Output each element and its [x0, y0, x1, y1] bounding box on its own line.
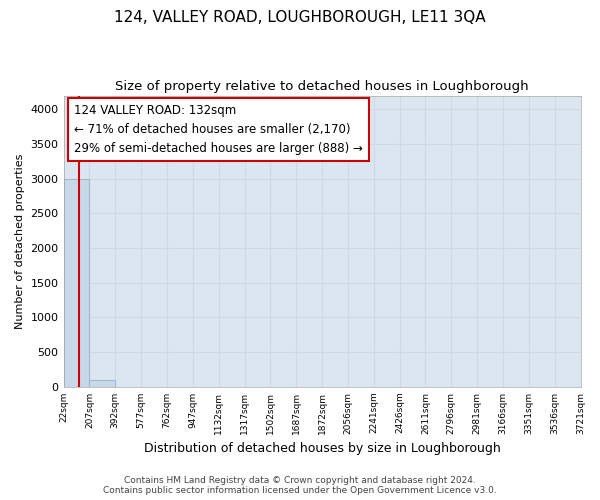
Text: Contains HM Land Registry data © Crown copyright and database right 2024.
Contai: Contains HM Land Registry data © Crown c…	[103, 476, 497, 495]
Bar	[89, 380, 115, 386]
X-axis label: Distribution of detached houses by size in Loughborough: Distribution of detached houses by size …	[143, 442, 500, 455]
Text: 124, VALLEY ROAD, LOUGHBOROUGH, LE11 3QA: 124, VALLEY ROAD, LOUGHBOROUGH, LE11 3QA	[114, 10, 486, 25]
Y-axis label: Number of detached properties: Number of detached properties	[15, 154, 25, 329]
Title: Size of property relative to detached houses in Loughborough: Size of property relative to detached ho…	[115, 80, 529, 93]
Text: 124 VALLEY ROAD: 132sqm
← 71% of detached houses are smaller (2,170)
29% of semi: 124 VALLEY ROAD: 132sqm ← 71% of detache…	[74, 104, 363, 156]
Bar	[64, 178, 89, 386]
